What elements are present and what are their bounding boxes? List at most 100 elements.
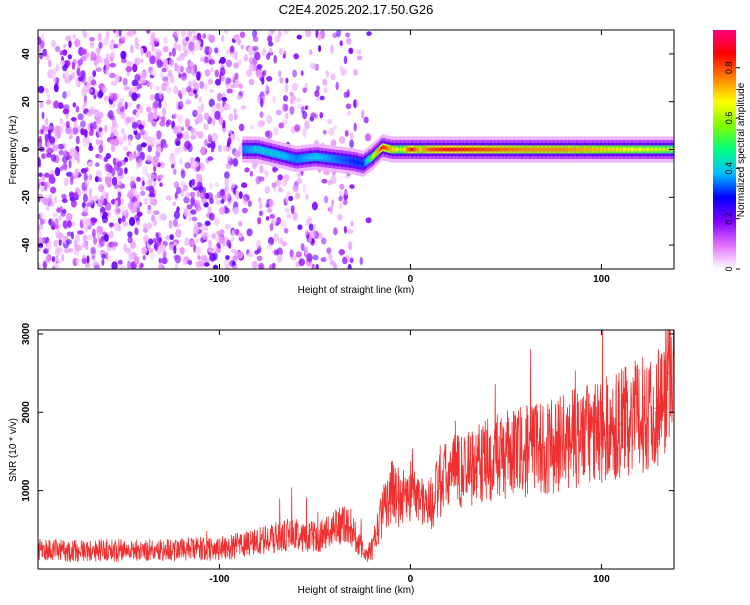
- spectrogram-noise-mark: [162, 101, 168, 110]
- spectrogram-signal-mark: [355, 160, 357, 164]
- spectrogram-y-label: Frequency (Hz): [8, 116, 19, 185]
- spectrogram-noise-mark: [75, 135, 80, 145]
- spectrogram-noise-mark: [344, 174, 350, 180]
- spectrogram-noise-mark: [197, 255, 201, 260]
- spectrogram-noise-mark: [95, 55, 102, 64]
- spectrogram-noise-mark: [102, 211, 109, 218]
- spectrogram-noise-mark: [110, 42, 114, 49]
- spectrogram-noise-mark: [65, 120, 70, 129]
- spectrogram-noise-mark: [343, 225, 347, 234]
- spectrogram-noise-mark: [102, 37, 109, 46]
- spectrogram-noise-mark: [321, 178, 328, 184]
- spectrogram-noise-mark: [158, 90, 163, 100]
- spectrogram-signal-mark: [330, 156, 332, 161]
- spectrogram-noise-mark: [195, 130, 199, 136]
- spectrogram-noise-mark: [46, 99, 50, 105]
- spectrogram-noise-mark: [249, 170, 253, 177]
- spectrogram-noise-mark: [116, 160, 123, 168]
- snr-point: [524, 450, 526, 453]
- spectrogram-noise-mark: [187, 30, 192, 37]
- spectrogram-signal-mark: [277, 152, 280, 157]
- spectrogram-noise-mark: [112, 157, 117, 165]
- y-tick-label: -40: [21, 237, 32, 252]
- spectrogram-noise-mark: [58, 239, 62, 246]
- spectrogram-noise-mark: [174, 148, 179, 156]
- spectrogram-noise-mark: [76, 68, 81, 77]
- spectrogram-noise-mark: [323, 87, 328, 93]
- spectrogram-signal-mark: [357, 160, 359, 165]
- spectrogram-noise-mark: [99, 139, 104, 146]
- spectrogram-noise-mark: [237, 59, 243, 65]
- spectrogram-noise-mark: [127, 260, 131, 269]
- spectrogram-noise-mark: [350, 220, 354, 227]
- spectrogram-signal-mark: [384, 145, 386, 150]
- spectrogram-noise-mark: [57, 259, 62, 265]
- spectrogram-noise-mark: [148, 238, 154, 245]
- spectrogram-noise-mark: [195, 246, 202, 256]
- spectrogram-noise-mark: [127, 30, 134, 37]
- spectrogram-noise-mark: [132, 63, 138, 73]
- spectrogram-noise-mark: [199, 163, 206, 172]
- spectrogram-noise-mark: [190, 196, 196, 207]
- spectrogram-noise-mark: [180, 188, 185, 197]
- spectrogram-noise-mark: [70, 117, 77, 122]
- spectrogram-noise-mark: [159, 182, 163, 187]
- snr-point: [358, 544, 360, 547]
- spectrogram-signal-mark: [301, 156, 304, 161]
- spectrogram-signal-mark: [621, 147, 623, 152]
- spectrogram-signal-mark: [303, 156, 305, 160]
- spectrogram-noise-mark: [247, 200, 252, 207]
- spectrogram-noise-mark: [75, 258, 80, 264]
- colorbar-tick-label: 0.6: [724, 112, 734, 125]
- spectrogram-noise-mark: [77, 113, 84, 121]
- spectrogram-noise-mark: [268, 41, 274, 47]
- spectrogram-noise-mark: [198, 96, 202, 104]
- spectrogram-signal-mark: [657, 147, 659, 152]
- spectrogram-noise-mark: [252, 36, 259, 42]
- spectrogram-noise-mark: [81, 87, 86, 97]
- spectrogram-noise-mark: [155, 85, 160, 91]
- spectrogram-signal-mark: [499, 147, 501, 152]
- spectrogram-noise-mark: [65, 239, 72, 245]
- spectrogram-noise-mark: [293, 53, 300, 60]
- spectrogram-noise-mark: [178, 73, 182, 79]
- spectrogram-noise-mark: [233, 62, 239, 69]
- spectrogram-noise-mark: [160, 213, 167, 221]
- spectrogram-noise-mark: [147, 112, 154, 121]
- spectrogram-noise-mark: [312, 254, 319, 261]
- spectrogram-noise-mark: [61, 253, 65, 262]
- spectrogram-noise-mark: [126, 192, 133, 199]
- spectrogram-noise-mark: [174, 263, 178, 269]
- spectrogram-signal-mark: [351, 159, 353, 164]
- spectrogram-signal-mark: [283, 154, 285, 158]
- spectrogram-noise-mark: [119, 265, 127, 269]
- spectrogram-signal-mark: [284, 154, 286, 159]
- spectrogram-noise-mark: [130, 241, 136, 250]
- spectrogram-noise-mark: [63, 44, 67, 49]
- spectrogram-noise-mark: [248, 64, 254, 72]
- spectrogram-signal-mark: [478, 147, 480, 152]
- spectrogram-noise-mark: [90, 246, 96, 255]
- spectrogram-signal-mark: [272, 151, 274, 155]
- spectrogram-signal-mark: [488, 147, 490, 152]
- y-tick-label: -20: [21, 190, 32, 205]
- snr-point: [362, 548, 364, 551]
- spectrogram-signal-mark: [258, 147, 260, 152]
- spectrogram-noise-mark: [145, 172, 151, 179]
- spectrogram-noise-mark: [71, 61, 76, 70]
- spectrogram-signal-mark: [624, 147, 626, 152]
- spectrogram-noise-mark: [173, 241, 178, 247]
- spectrogram-noise-mark: [207, 143, 212, 148]
- spectrogram-noise-mark: [131, 153, 138, 160]
- spectrogram-noise-mark: [346, 229, 354, 234]
- spectrogram-noise-mark: [248, 78, 255, 86]
- spectrogram-signal-mark: [480, 147, 482, 152]
- spectrogram-signal-mark: [444, 147, 446, 152]
- spectrogram-noise-mark: [63, 104, 70, 112]
- spectrogram-noise-mark: [104, 68, 109, 76]
- spectrogram-noise-mark: [68, 191, 74, 199]
- spectrogram-signal-mark: [393, 147, 395, 152]
- spectrogram-noise-mark: [271, 182, 277, 189]
- spectrogram-noise-mark: [258, 262, 265, 269]
- spectrogram-signal-mark: [363, 161, 365, 165]
